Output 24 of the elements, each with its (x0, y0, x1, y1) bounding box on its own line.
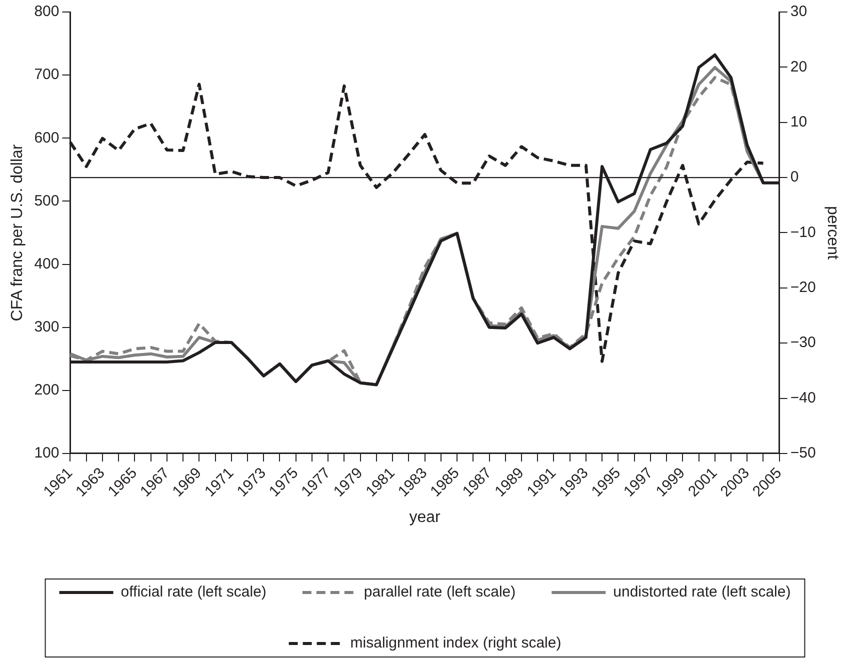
y2-tick-label: −30 (790, 334, 816, 352)
y-axis-title: CFA franc per U.S. dollar (9, 144, 26, 322)
y-tick-label: 700 (34, 66, 60, 84)
y2-tick-label: −20 (790, 279, 816, 296)
y2-tick-label: 10 (790, 114, 808, 131)
y2-tick-label: −40 (790, 389, 816, 406)
y-tick-label: 100 (34, 444, 60, 462)
y-tick-label: 800 (34, 3, 60, 20)
y-tick-label: 300 (34, 318, 60, 336)
y-tick-label: 600 (34, 129, 60, 146)
x-axis-title: year (409, 508, 442, 526)
y2-tick-label: 0 (790, 168, 799, 186)
legend-label: undistorted rate (left scale) (613, 584, 791, 601)
legend-label: misalignment index (right scale) (350, 634, 562, 652)
y2-tick-label: −50 (790, 444, 816, 462)
y-tick-label: 200 (34, 382, 60, 399)
y2-tick-label: −10 (790, 224, 816, 241)
y-tick-label: 500 (34, 192, 60, 210)
legend-label: parallel rate (left scale) (364, 584, 516, 601)
y2-axis-title: percent (824, 206, 841, 260)
y2-tick-label: 20 (790, 58, 808, 76)
y-tick-label: 400 (34, 255, 60, 272)
legend-label: official rate (left scale) (120, 584, 266, 601)
y2-tick-label: 30 (790, 3, 808, 20)
